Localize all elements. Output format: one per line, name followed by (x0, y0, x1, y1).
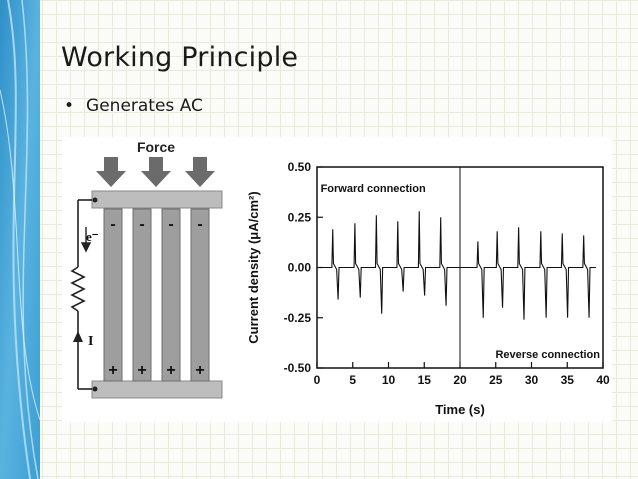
electron-label: e⁻ (86, 229, 99, 244)
nanogenerator-schematic: Force - - - - + + (70, 139, 223, 399)
x-tick-label: 5 (349, 373, 356, 387)
bullet-item: • Generates AC (64, 96, 203, 116)
current-density-chart: 0.500.250.00-0.25-0.50 0 5 10 15 20 25 30 35 40 … (246, 160, 610, 417)
forward-annotation: Forward connection (321, 183, 426, 195)
x-tick-label: 15 (418, 373, 432, 387)
x-tick-label: 20 (453, 373, 467, 387)
positive-charge: + (108, 362, 117, 379)
y-axis-label: Current density (μA/cm²) (246, 191, 261, 343)
x-tick-label: 10 (382, 373, 396, 387)
figure-panel: Force - - - - + + (62, 137, 612, 422)
y-tick-label: 0.00 (288, 261, 312, 275)
x-tick-label: 30 (525, 373, 539, 387)
x-tick-label: 35 (561, 373, 575, 387)
current-density-line (322, 211, 596, 320)
sidebar-decoration (0, 0, 40, 479)
negative-charge: - (197, 216, 202, 233)
force-label: Force (137, 139, 175, 155)
bullet-text: Generates AC (86, 96, 203, 116)
resistor-icon (70, 266, 86, 312)
top-plate (91, 190, 223, 209)
positive-charge: + (195, 362, 204, 379)
bottom-terminal (92, 386, 98, 392)
figure-svg: Force - - - - + + (70, 139, 610, 417)
bottom-plate (91, 380, 223, 399)
external-circuit (70, 199, 92, 390)
force-arrow-icon (141, 157, 171, 187)
x-tick-label: 0 (314, 373, 321, 387)
reverse-annotation: Reverse connection (495, 349, 600, 361)
x-axis-label: Time (s) (435, 402, 485, 417)
force-arrow-icon (185, 157, 215, 187)
top-terminal (92, 197, 98, 203)
positive-charge: + (166, 362, 175, 379)
nanowire-array (103, 208, 210, 382)
y-tick-label: -0.50 (284, 361, 312, 375)
x-tick-label: 40 (596, 373, 610, 387)
negative-charge: - (168, 216, 173, 233)
current-arrow-icon (73, 331, 83, 342)
force-arrow-icon (96, 157, 126, 187)
negative-charge: - (110, 216, 115, 233)
y-tick-label: 0.25 (288, 210, 312, 224)
electron-arrow-icon (80, 227, 92, 253)
negative-charge: - (139, 216, 144, 233)
y-tick-label: -0.25 (284, 311, 312, 325)
slide-title: Working Principle (61, 42, 299, 73)
x-tick-label: 25 (489, 373, 503, 387)
y-tick-label: 0.50 (288, 160, 312, 174)
positive-charge: + (137, 362, 146, 379)
bullet-dot: • (64, 96, 75, 116)
current-label: I (88, 334, 93, 349)
